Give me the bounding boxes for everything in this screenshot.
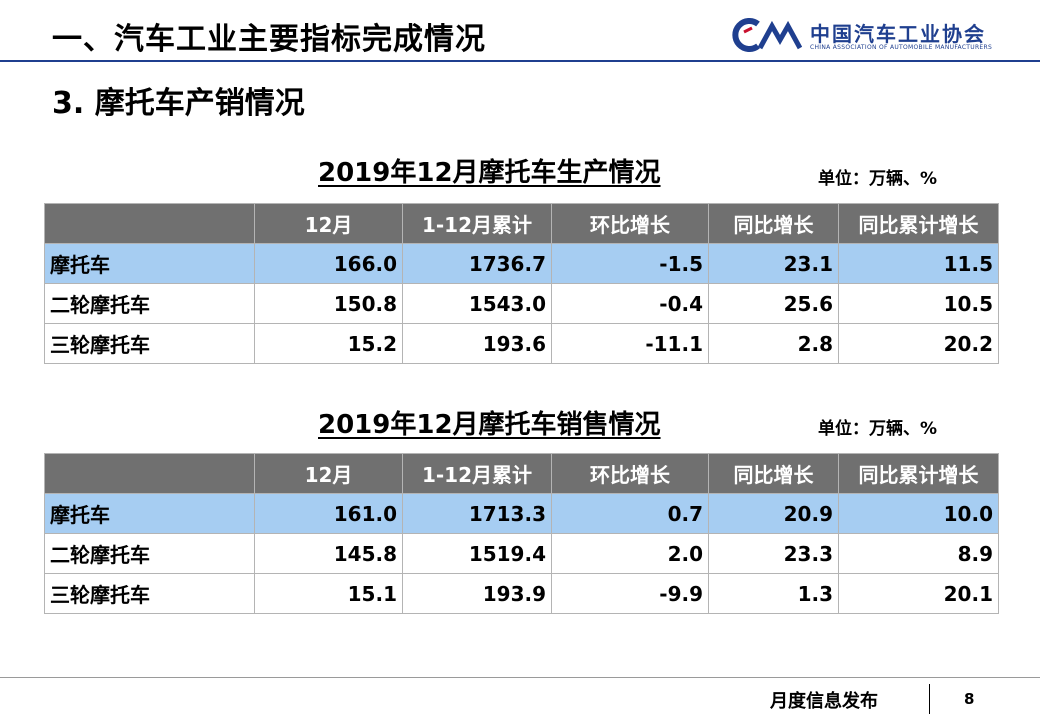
table-cell: -11.1: [551, 323, 709, 364]
column-header: 同比增长: [708, 203, 839, 244]
table-row: 摩托车 166.0 1736.7 -1.5 23.1 11.5: [44, 243, 999, 284]
sales-table: 12月 1-12月累计 环比增长 同比增长 同比累计增长 摩托车 161.0 1…: [44, 453, 999, 614]
table-cell: 20.9: [708, 493, 839, 534]
row-label: 三轮摩托车: [44, 573, 255, 614]
logo-chinese-name: 中国汽车工业协会: [810, 22, 986, 46]
table-cell: 150.8: [254, 283, 403, 324]
table-cell: 0.7: [551, 493, 709, 534]
table-cell: 2.8: [708, 323, 839, 364]
table-cell: 161.0: [254, 493, 403, 534]
header-divider: [0, 60, 1040, 62]
table-cell: 10.5: [838, 283, 999, 324]
table-row: 二轮摩托车 150.8 1543.0 -0.4 25.6 10.5: [44, 283, 999, 324]
footer-separator: [929, 684, 930, 714]
table-cell: 8.9: [838, 533, 999, 574]
production-table: 12月 1-12月累计 环比增长 同比增长 同比累计增长 摩托车 166.0 1…: [44, 203, 999, 364]
table-cell: 20.1: [838, 573, 999, 614]
table-cell: 1.3: [708, 573, 839, 614]
table-cell: 25.6: [708, 283, 839, 324]
table-row: 三轮摩托车 15.1 193.9 -9.9 1.3 20.1: [44, 573, 999, 614]
footer-divider: [0, 677, 1040, 678]
column-header: 同比累计增长: [838, 453, 999, 494]
sales-caption: 2019年12月摩托车销售情况: [318, 410, 661, 440]
column-header: 1-12月累计: [402, 203, 552, 244]
table-row: 三轮摩托车 15.2 193.6 -11.1 2.8 20.2: [44, 323, 999, 364]
table-cell: 10.0: [838, 493, 999, 534]
column-header: [44, 453, 255, 494]
table-cell: 1543.0: [402, 283, 552, 324]
production-caption: 2019年12月摩托车生产情况: [318, 158, 661, 188]
table-row: 摩托车 161.0 1713.3 0.7 20.9 10.0: [44, 493, 999, 534]
caam-logo-mark-icon: [732, 18, 802, 52]
row-label: 摩托车: [44, 243, 255, 284]
row-label: 三轮摩托车: [44, 323, 255, 364]
column-header: 12月: [254, 203, 403, 244]
slide-title: 一、汽车工业主要指标完成情况: [52, 22, 486, 57]
production-header-row: 12月 1-12月累计 环比增长 同比增长 同比累计增长: [44, 203, 999, 244]
column-header: [44, 203, 255, 244]
column-header: 1-12月累计: [402, 453, 552, 494]
row-label: 摩托车: [44, 493, 255, 534]
table-row: 二轮摩托车 145.8 1519.4 2.0 23.3 8.9: [44, 533, 999, 574]
table-cell: 23.1: [708, 243, 839, 284]
table-cell: 11.5: [838, 243, 999, 284]
table-cell: 23.3: [708, 533, 839, 574]
sales-header-row: 12月 1-12月累计 环比增长 同比增长 同比累计增长: [44, 453, 999, 494]
page-number: 8: [964, 690, 975, 708]
column-header: 环比增长: [551, 453, 709, 494]
table-cell: 15.1: [254, 573, 403, 614]
production-unit: 单位：万辆、%: [818, 169, 938, 189]
table-cell: 193.6: [402, 323, 552, 364]
logo-english-name: CHINA ASSOCIATION OF AUTOMOBILE MANUFACT…: [810, 44, 993, 51]
table-cell: 1713.3: [402, 493, 552, 534]
table-cell: -1.5: [551, 243, 709, 284]
table-cell: 20.2: [838, 323, 999, 364]
sales-unit: 单位：万辆、%: [818, 419, 938, 439]
row-label: 二轮摩托车: [44, 283, 255, 324]
column-header: 12月: [254, 453, 403, 494]
table-cell: 2.0: [551, 533, 709, 574]
column-header: 同比增长: [708, 453, 839, 494]
column-header: 同比累计增长: [838, 203, 999, 244]
table-cell: -0.4: [551, 283, 709, 324]
footer-label: 月度信息发布: [770, 691, 878, 712]
table-cell: 1736.7: [402, 243, 552, 284]
table-cell: 1519.4: [402, 533, 552, 574]
table-cell: 166.0: [254, 243, 403, 284]
column-header: 环比增长: [551, 203, 709, 244]
section-subtitle: 3. 摩托车产销情况: [52, 86, 305, 121]
caam-logo: 中国汽车工业协会 CHINA ASSOCIATION OF AUTOMOBILE…: [730, 16, 1020, 58]
table-cell: 15.2: [254, 323, 403, 364]
row-label: 二轮摩托车: [44, 533, 255, 574]
table-cell: -9.9: [551, 573, 709, 614]
table-cell: 193.9: [402, 573, 552, 614]
table-cell: 145.8: [254, 533, 403, 574]
